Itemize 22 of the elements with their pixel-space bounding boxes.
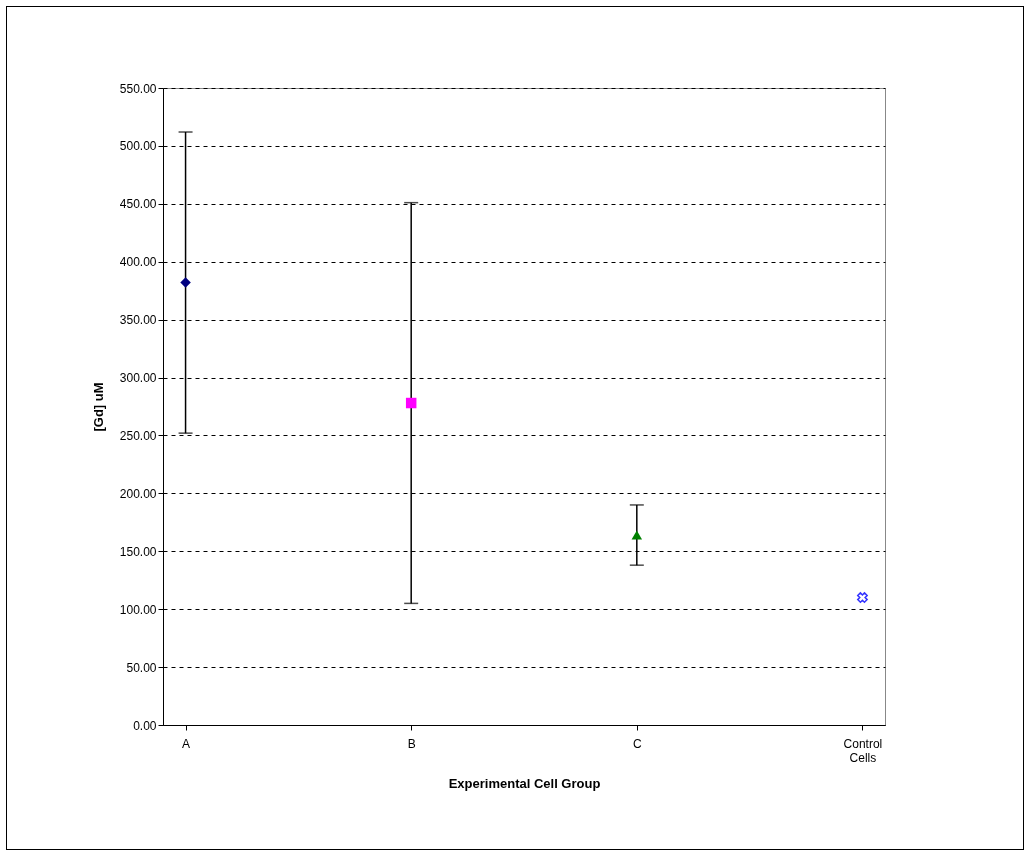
x-axis-title: Experimental Cell Group: [448, 775, 601, 791]
y-tick-label: 550.00: [119, 81, 157, 96]
point: [631, 530, 643, 540]
y-tick-label: 450.00: [119, 197, 157, 212]
y-tick-label: 350.00: [119, 313, 157, 328]
y-tick-label: 0.00: [133, 718, 157, 733]
y-tick-label: 200.00: [119, 486, 157, 501]
y-tick-label: 250.00: [119, 428, 157, 443]
point: [856, 592, 868, 604]
y-tick-label: 100.00: [119, 602, 157, 617]
x-tick-label: Control Cells: [843, 736, 883, 765]
y-tick-label: 150.00: [119, 544, 157, 559]
x-tick-label: A: [182, 736, 191, 751]
y-axis-title: [Gd] uM: [90, 382, 106, 432]
y-tick-label: 50.00: [126, 660, 157, 675]
y-tick-label: 400.00: [119, 255, 157, 270]
point: [405, 397, 417, 409]
x-tick-label: C: [632, 736, 642, 751]
point: [180, 277, 191, 288]
x-tick-label: B: [407, 736, 416, 751]
y-tick-label: 300.00: [119, 371, 157, 386]
y-tick-label: 500.00: [119, 139, 157, 154]
